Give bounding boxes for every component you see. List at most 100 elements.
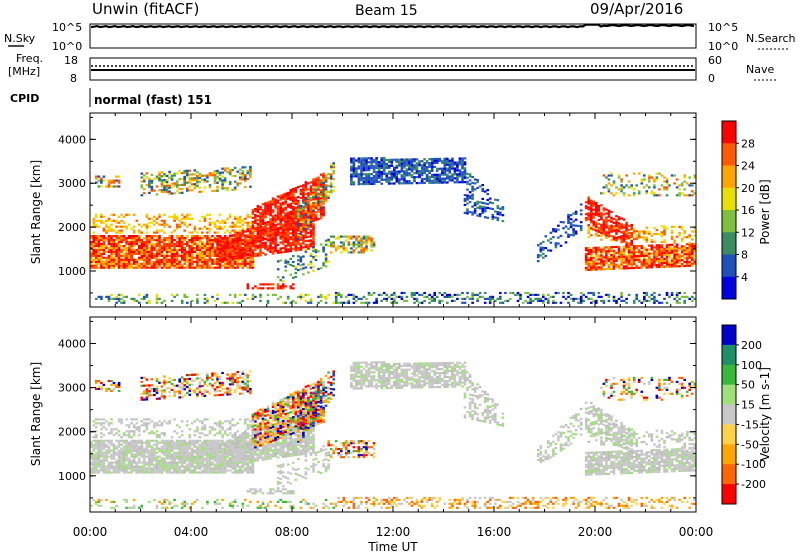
echo-cell [592, 202, 596, 205]
echo-cell [471, 211, 474, 214]
echo-cell [620, 225, 623, 228]
echo-cell [456, 163, 459, 166]
echo-cell [637, 236, 641, 239]
echo-cell [158, 262, 161, 265]
echo-cell [188, 173, 192, 176]
echo-cell [297, 219, 300, 222]
echo-cell [117, 258, 121, 261]
echo-cell [350, 177, 353, 180]
echo-cell [610, 218, 613, 221]
echo-cell [264, 210, 267, 213]
echo-cell [249, 171, 252, 174]
echo-cell [691, 230, 694, 233]
echo-cell [587, 252, 590, 256]
echo-cell [155, 235, 159, 238]
echo-cell [236, 243, 239, 246]
echo-cell [605, 258, 608, 261]
echo-cell [461, 165, 464, 168]
echo-cell [256, 214, 260, 218]
echo-cell [135, 465, 139, 468]
echo-cell [478, 205, 482, 208]
echo-cell [324, 261, 328, 264]
echo-cell [125, 256, 128, 259]
echo-cell [292, 191, 295, 195]
echo-cell [660, 231, 664, 234]
echo-cell [249, 260, 252, 263]
echo-cell [196, 175, 199, 178]
echo-cell [461, 171, 464, 174]
colorbar-tick-label: 24 [741, 160, 755, 173]
echo-cell [597, 222, 601, 225]
echo-cell [211, 260, 214, 263]
echo-cell [393, 293, 396, 296]
echo-cell [226, 217, 229, 220]
echo-cell [309, 197, 313, 200]
echo-cell [127, 457, 131, 460]
echo-cell [461, 173, 464, 176]
echo-cell [102, 463, 106, 466]
echo-cell [595, 266, 598, 269]
echo-cell [377, 180, 381, 183]
echo-cell [289, 210, 293, 213]
echo-cell [380, 160, 383, 164]
echo-cell [165, 252, 169, 255]
echo-cell [216, 177, 219, 180]
echo-cell [395, 174, 399, 177]
echo-cell [622, 299, 626, 302]
echo-cell [612, 249, 616, 253]
echo-cell [155, 185, 159, 188]
echo-cell [643, 262, 646, 265]
echo-cell [246, 249, 250, 253]
echo-cell [607, 215, 611, 218]
echo-cell [271, 219, 275, 222]
echo-cell [188, 217, 192, 220]
echo-cell [100, 266, 103, 269]
echo-cell [259, 248, 262, 251]
echo-cell [289, 226, 293, 229]
echo-cell [218, 264, 222, 267]
echo-cell [587, 226, 590, 229]
echo-cell [322, 195, 325, 198]
echo-cell [650, 248, 654, 251]
echo-cell [294, 206, 298, 209]
echo-cell [600, 250, 603, 253]
echo-cell [324, 192, 328, 195]
echo-cell [244, 248, 247, 251]
echo-cell [198, 227, 202, 230]
echo-cell [148, 177, 151, 181]
echo-cell [254, 237, 257, 240]
echo-cell [572, 220, 575, 223]
echo-cell [201, 242, 204, 246]
echo-cell [403, 166, 406, 169]
echo-cell [456, 177, 459, 180]
echo-cell [314, 207, 318, 210]
echo-cell [218, 253, 222, 256]
echo-cell [110, 213, 113, 216]
echo-cell [312, 223, 315, 226]
echo-cell [148, 248, 151, 251]
echo-cell [435, 179, 439, 182]
echo-cell [127, 451, 131, 454]
echo-cell [309, 260, 313, 263]
echo-cell [428, 177, 431, 180]
echo-cell [334, 293, 338, 296]
echo-cell [284, 192, 287, 195]
freq-label: Freq. [16, 52, 43, 65]
echo-cell [375, 159, 378, 162]
echo-cell [261, 217, 265, 220]
echo-cell [668, 261, 671, 264]
echo-cell [216, 181, 219, 184]
echo-cell [340, 235, 343, 238]
echo-cell [337, 245, 340, 248]
echo-cell [150, 181, 154, 184]
echo-cell [615, 230, 618, 234]
echo-cell [241, 264, 245, 267]
echo-cell [632, 192, 636, 195]
echo-cell [377, 293, 381, 296]
echo-cell [506, 299, 510, 302]
echo-cell [233, 241, 237, 244]
echo-cell [658, 301, 661, 304]
echo-cell [592, 248, 596, 251]
echo-cell [286, 240, 290, 243]
echo-cell [281, 243, 285, 246]
